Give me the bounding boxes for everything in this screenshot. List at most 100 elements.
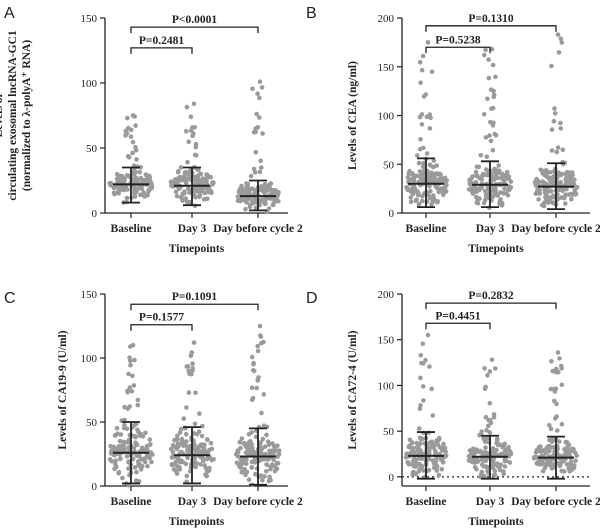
data-point xyxy=(274,466,280,472)
data-point xyxy=(235,448,240,454)
data-point xyxy=(259,85,265,90)
data-point xyxy=(499,171,505,177)
y-tick-label: 150 xyxy=(378,62,395,74)
data-point xyxy=(181,416,187,421)
data-point xyxy=(431,158,437,163)
data-point xyxy=(425,40,431,45)
data-point xyxy=(198,462,203,467)
comparison-bracket xyxy=(425,25,557,32)
data-point xyxy=(421,398,426,403)
x-category-label: Baseline xyxy=(406,496,447,508)
data-point xyxy=(506,174,512,179)
data-point xyxy=(205,196,210,202)
data-point xyxy=(250,395,256,401)
data-point xyxy=(556,369,561,375)
data-point xyxy=(244,457,249,462)
x-category-label: Day 3 xyxy=(476,223,505,235)
y-axis-title: Levels of xyxy=(0,93,5,137)
data-point xyxy=(403,455,409,460)
data-point xyxy=(185,159,190,165)
data-point xyxy=(405,175,411,180)
data-point xyxy=(184,473,190,479)
data-point xyxy=(202,190,208,196)
data-point xyxy=(427,195,433,201)
data-point xyxy=(254,111,259,117)
y-tick-label: 0 xyxy=(92,208,98,220)
data-point xyxy=(429,201,434,207)
data-point xyxy=(549,359,554,364)
data-point xyxy=(192,421,198,427)
data-point xyxy=(262,181,268,187)
y-axis-title: Levels of CA19-9 (U/ml) xyxy=(57,330,69,449)
data-point xyxy=(257,169,263,175)
data-point xyxy=(484,154,490,159)
data-point xyxy=(424,151,430,156)
data-point xyxy=(436,472,442,478)
data-point xyxy=(133,123,138,128)
data-point xyxy=(487,400,493,406)
data-point xyxy=(193,195,198,200)
data-point xyxy=(239,470,245,475)
data-point xyxy=(193,390,198,396)
data-point xyxy=(258,334,264,339)
data-point xyxy=(260,477,265,483)
data-point xyxy=(276,448,282,453)
data-point xyxy=(145,177,150,182)
data-point xyxy=(418,448,423,454)
y-axis-title: (normalized to λ-polyA⁺ RNA) xyxy=(21,40,33,191)
data-point xyxy=(507,460,513,465)
data-point xyxy=(483,384,489,390)
data-point xyxy=(552,111,558,116)
data-point xyxy=(237,439,243,445)
data-point xyxy=(416,192,421,198)
data-point xyxy=(123,128,129,134)
data-point xyxy=(434,464,440,470)
data-point xyxy=(197,411,202,416)
data-point xyxy=(253,149,259,155)
data-point xyxy=(107,457,113,462)
data-point xyxy=(490,62,496,68)
data-point xyxy=(421,145,426,151)
data-point xyxy=(262,474,267,479)
p-value-label: P=0.1091 xyxy=(172,291,217,303)
data-point xyxy=(564,462,570,467)
data-point xyxy=(177,458,182,464)
data-point xyxy=(209,446,215,452)
data-point xyxy=(255,378,260,383)
data-point xyxy=(558,461,563,467)
data-point xyxy=(549,63,554,69)
data-point xyxy=(191,131,196,136)
data-point xyxy=(257,457,263,463)
data-point xyxy=(114,425,120,431)
data-point xyxy=(250,86,255,91)
data-point xyxy=(559,363,564,369)
data-point xyxy=(134,157,139,162)
data-point xyxy=(128,362,133,368)
data-point xyxy=(568,176,573,181)
data-point xyxy=(415,461,421,467)
x-category-label: Day 3 xyxy=(178,496,207,508)
panel-letter: A xyxy=(4,5,15,22)
data-point xyxy=(235,194,241,199)
data-point xyxy=(173,189,179,195)
data-point xyxy=(174,471,180,476)
data-point xyxy=(143,430,148,436)
y-tick-label: 50 xyxy=(383,426,395,438)
data-point xyxy=(113,433,118,438)
data-point xyxy=(432,448,438,454)
data-point xyxy=(538,167,544,173)
data-point xyxy=(533,178,538,184)
data-point xyxy=(491,88,496,94)
data-point xyxy=(476,164,482,170)
data-point xyxy=(241,460,247,465)
y-tick-label: 50 xyxy=(86,417,98,429)
data-point xyxy=(133,440,138,446)
data-point xyxy=(414,445,420,450)
data-point xyxy=(549,127,555,132)
data-point xyxy=(248,173,254,179)
data-point xyxy=(197,194,202,200)
data-point xyxy=(544,446,549,451)
data-point xyxy=(261,188,267,194)
data-point xyxy=(429,386,435,392)
data-point xyxy=(491,94,497,100)
